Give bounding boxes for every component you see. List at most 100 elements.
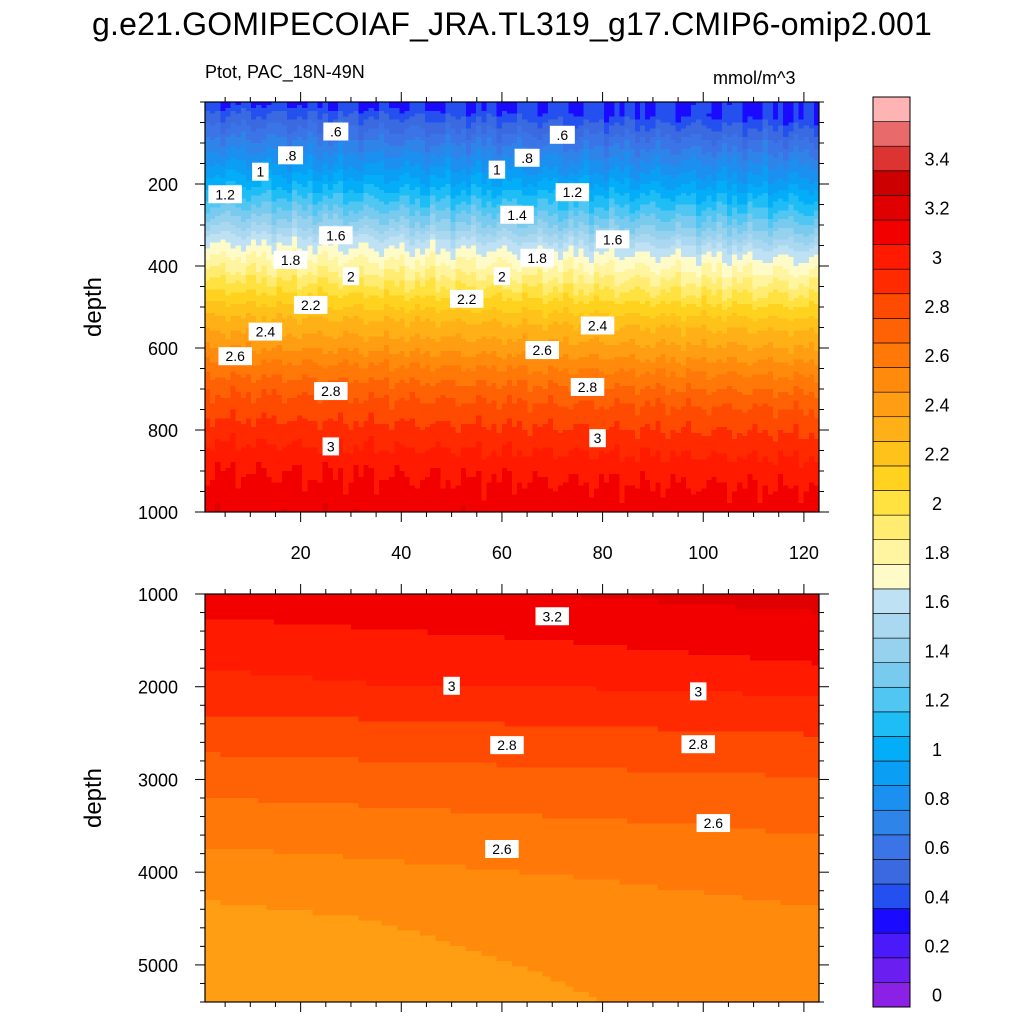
- contour-label-box: [589, 429, 606, 448]
- x-tick-label: 40: [391, 543, 411, 563]
- colorbar-swatch: [872, 809, 911, 836]
- contour-label-text: 1.6: [326, 227, 346, 243]
- contour-label: 2.4: [248, 322, 283, 341]
- colorbar-swatch: [872, 736, 911, 762]
- colorbar-swatch: [872, 318, 911, 344]
- contour-label: 1.4: [500, 205, 534, 224]
- colorbar-swatch: [872, 662, 911, 688]
- colorbar-swatch: [872, 293, 911, 319]
- contour-label: 2.6: [696, 814, 731, 833]
- contour-label-box: [696, 814, 731, 833]
- contour-label-text: 2.6: [704, 815, 724, 831]
- colorbar-swatch: [872, 219, 911, 245]
- contour-label: 2.6: [218, 347, 252, 366]
- contour-label-box: [570, 377, 605, 396]
- contour-label-text: 1.4: [507, 207, 527, 223]
- colorbar-swatch: [872, 490, 911, 516]
- contour-label-text: 3: [327, 438, 335, 454]
- contour-label-text: 2.6: [532, 342, 552, 358]
- y-tick-label: 800: [148, 421, 178, 441]
- colorbar-tick-label: 0.8: [924, 789, 949, 809]
- contour-label-box: [449, 289, 484, 308]
- contour-label-box: [323, 122, 349, 141]
- colorbar-swatch: [872, 367, 911, 393]
- colorbar-swatch: [872, 145, 911, 172]
- y-tick-label: 200: [148, 175, 178, 195]
- colorbar-swatch: [872, 342, 911, 368]
- contour-label-text: 2.4: [588, 317, 608, 333]
- colorbar-swatch: [872, 760, 911, 786]
- contour-label-text: 2.2: [457, 291, 477, 307]
- y-tick-label: 2000: [138, 678, 178, 698]
- contour-label-box: [443, 676, 460, 695]
- contour-label-text: 2.2: [301, 297, 321, 313]
- contour-label-box: [493, 267, 511, 286]
- contour-label-text: 2.8: [578, 379, 598, 395]
- colorbar-tick-label: 1.6: [924, 592, 949, 612]
- contour-label-box: [549, 125, 575, 144]
- contour-label: 2.8: [681, 735, 715, 754]
- contour-label-box: [490, 736, 524, 755]
- contour-label-box: [278, 146, 304, 165]
- contour-label: 2.4: [580, 316, 615, 335]
- contour-label: 2.8: [314, 382, 348, 401]
- contour-label: 1.8: [273, 250, 308, 269]
- contour-label-text: 2.8: [321, 383, 341, 399]
- contour-label-box: [252, 162, 269, 181]
- lower-ylabel: depth: [80, 768, 107, 828]
- contour-label-text: .6: [330, 124, 342, 140]
- contour-label-text: 2.4: [256, 324, 276, 340]
- contour-label-text: .8: [521, 150, 533, 166]
- colorbar-swatch: [872, 908, 911, 934]
- contour-label: 1: [488, 160, 506, 179]
- contour-label: 1.6: [595, 230, 630, 249]
- contour-label-box: [535, 607, 570, 626]
- y-tick-label: 400: [148, 257, 178, 277]
- contour-label-box: [520, 248, 554, 267]
- contour-label-text: 1: [256, 164, 264, 180]
- x-tick-label: 100: [688, 543, 718, 563]
- colorbar-swatch: [872, 785, 911, 811]
- lower-contour-fill: [205, 594, 820, 1003]
- contour-label: 3: [443, 676, 460, 695]
- colorbar-swatch: [872, 416, 911, 442]
- colorbar-swatch: [872, 932, 911, 959]
- colorbar-swatch: [872, 563, 911, 590]
- contour-label-box: [500, 205, 534, 224]
- colorbar-swatch: [872, 613, 911, 639]
- units-label: mmol/m^3: [713, 68, 795, 89]
- contour-label-box: [208, 185, 242, 204]
- contour-label-box: [580, 316, 615, 335]
- contour-label-box: [595, 230, 630, 249]
- colorbar-tick-label: 2.8: [924, 297, 949, 317]
- y-tick-label: 1000: [138, 503, 178, 523]
- contour-label: 2.6: [485, 840, 519, 858]
- colorbar-tick-label: 0.4: [924, 887, 949, 907]
- colorbar-tick-label: 1.2: [924, 691, 949, 711]
- colorbar-tick-label: 1: [932, 740, 942, 760]
- chart-title: g.e21.GOMIPECOIAF_JRA.TL319_g17.CMIP6-om…: [0, 6, 1024, 43]
- colorbar-tick-label: 1.8: [924, 543, 949, 563]
- colorbar-tick-label: 3.2: [924, 199, 949, 219]
- colorbar-tick-label: 2.2: [924, 445, 949, 465]
- x-tick-label: 60: [492, 543, 512, 563]
- colorbar-tick-label: 3: [932, 248, 942, 268]
- colorbar-swatch: [872, 514, 911, 541]
- contour-label-text: 1: [493, 162, 501, 178]
- y-tick-label: 600: [148, 339, 178, 359]
- contour-label-text: 3: [694, 683, 702, 699]
- contour-label-box: [322, 437, 340, 456]
- colorbar-tick-label: 3.4: [924, 149, 949, 169]
- y-tick-label: 1000: [138, 585, 178, 605]
- colorbar-swatch: [872, 195, 911, 221]
- contour-label: .6: [323, 122, 349, 141]
- colorbar-tick-label: 0: [932, 986, 942, 1006]
- upper-ylabel: depth: [80, 277, 107, 337]
- colorbar-tick-label: 1.4: [924, 641, 949, 661]
- contour-label-text: 2.6: [225, 348, 245, 364]
- contour-label: 2: [342, 267, 360, 286]
- lower-panel: 1000 2000 3000 4000 5000 depth 3.2 3 3 2.8 2.8 2.6 2…: [80, 584, 829, 1012]
- colorbar-swatch: [872, 465, 911, 491]
- colorbar-swatch: [872, 96, 911, 122]
- contour-label: 2: [493, 267, 511, 286]
